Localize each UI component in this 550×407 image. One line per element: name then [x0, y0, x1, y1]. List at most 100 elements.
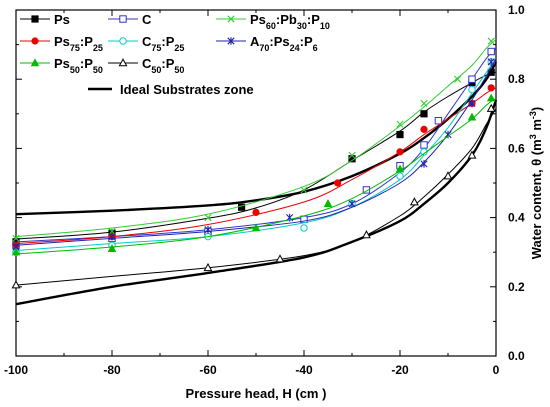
data-point	[300, 186, 308, 194]
series-0	[12, 68, 497, 246]
legend-label: Ps	[54, 12, 70, 27]
data-point	[487, 37, 495, 45]
legend-item-0: Ps	[20, 12, 70, 27]
legend-marker	[31, 37, 39, 45]
legend-marker	[118, 58, 128, 67]
data-point	[487, 58, 495, 66]
legend-label-part: C	[142, 56, 152, 71]
data-point	[396, 172, 404, 180]
data-point	[468, 85, 476, 94]
data-point	[396, 120, 404, 128]
data-point	[396, 148, 404, 156]
data-point	[454, 75, 462, 83]
legend-label: C75:P25	[142, 34, 184, 53]
data-point	[11, 280, 21, 289]
legend-label-part: 50	[174, 65, 184, 75]
legend-label-part: A	[250, 34, 260, 49]
legend-label: C	[142, 12, 152, 27]
series-6	[11, 93, 497, 256]
data-point	[251, 223, 261, 232]
legend-label-part: 50	[93, 65, 103, 75]
series-line	[15, 97, 497, 255]
x-axis-title: Pressure head, H (cm )	[186, 386, 327, 401]
data-point	[204, 214, 212, 222]
x-tick-label: -20	[391, 363, 409, 377]
data-point	[420, 141, 428, 149]
data-point	[204, 225, 212, 234]
legend-item-5: A70:Ps24:P6	[216, 34, 318, 53]
data-point	[237, 203, 246, 211]
data-point	[420, 99, 428, 108]
y-axis-title-sup2: -3	[528, 111, 538, 119]
legend-label-part: 30	[297, 21, 307, 31]
data-point	[275, 254, 285, 263]
ideal-zone-upper-line	[15, 61, 498, 216]
data-point	[487, 84, 495, 92]
data-point	[468, 99, 476, 108]
data-point	[486, 103, 496, 112]
series-3	[12, 84, 497, 249]
legend-label-ideal-zone: Ideal Substrates zone	[120, 82, 254, 97]
legend-label-part: 24	[290, 43, 300, 53]
legend-label-part: C	[142, 34, 152, 49]
y-tick-label: 0.0	[508, 349, 525, 363]
series-line	[15, 108, 497, 286]
y-tick-label: 0.2	[508, 280, 525, 294]
data-point	[108, 227, 116, 236]
legend-label-part: 75	[151, 43, 161, 53]
legend-label-part: :P	[80, 34, 93, 49]
legend-label-part: Ps	[250, 12, 266, 27]
series-2	[12, 37, 497, 242]
data-point	[420, 110, 428, 118]
y-axis-title-main: Water content, θ (m	[529, 139, 544, 259]
legend-label-part: 50	[151, 65, 161, 75]
legend-label: Ps75:P25	[54, 34, 103, 53]
legend-label-part: 25	[93, 43, 103, 53]
axes: -100 -80 -60 -40 -20 0 0.0 0.2 0.4 0.6 0.8 1.0	[4, 3, 525, 377]
legend-label-part: 50	[70, 65, 80, 75]
data-point	[487, 47, 495, 56]
y-axis-title-end: )	[529, 107, 544, 111]
legend-label-part: :P	[161, 34, 174, 49]
legend-item-2: Ps60:Pb30:P10	[216, 12, 330, 31]
legend-item-7: C50:P50	[108, 56, 184, 75]
legend-marker	[31, 15, 39, 23]
y-tick-label: 0.8	[508, 72, 525, 86]
data-point	[467, 112, 477, 121]
y-tick-label: 0.6	[508, 141, 525, 155]
data-point	[348, 151, 356, 159]
legend-label-part: :Pb	[276, 12, 297, 27]
data-point	[300, 224, 308, 232]
series-line	[15, 39, 497, 238]
ideal-zone-lower-line	[15, 99, 498, 306]
legend-item-4: C75:P25	[108, 34, 184, 53]
legend-label-part: Ps	[54, 12, 70, 27]
legend-label-part: :P	[307, 12, 320, 27]
legend-label-part: 6	[313, 43, 318, 53]
data-point	[107, 244, 117, 252]
data-point	[252, 208, 260, 217]
y-tick-label: 0.4	[508, 211, 525, 225]
x-tick-label: -40	[295, 363, 313, 377]
legend-label-part: :P	[80, 56, 93, 71]
legend-marker	[227, 15, 235, 23]
legend-label-part: Ps	[54, 56, 70, 71]
legend-label-part: :Ps	[269, 34, 289, 49]
y-axis-title-mid: m	[529, 119, 544, 134]
data-point	[486, 93, 496, 102]
legend-label-part: C	[142, 12, 152, 27]
legend-label: Ps50:P50	[54, 56, 103, 75]
legend-label: Ps60:Pb30:P10	[250, 12, 330, 31]
legend-label: C50:P50	[142, 56, 184, 75]
data-point	[361, 230, 371, 239]
legend-item-1: C	[108, 12, 152, 27]
data-point	[467, 150, 477, 159]
data-point	[444, 130, 452, 139]
legend-marker	[119, 15, 127, 23]
data-point	[420, 125, 428, 133]
data-point	[396, 130, 404, 139]
series-4	[12, 58, 497, 256]
legend-label-part: :P	[300, 34, 313, 49]
